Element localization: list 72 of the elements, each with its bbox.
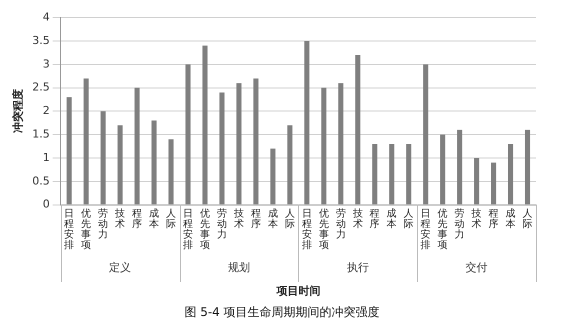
bar bbox=[202, 46, 208, 204]
text: 交付 bbox=[466, 260, 488, 274]
y-tick-label: 1.5 bbox=[32, 127, 50, 140]
x-tick-label: 成本 bbox=[506, 208, 516, 230]
y-tick-label: 1 bbox=[42, 150, 50, 164]
bar bbox=[287, 125, 292, 204]
bar bbox=[508, 144, 514, 204]
x-tick-label: 优先事项 bbox=[438, 208, 448, 252]
bar bbox=[66, 97, 72, 204]
x-tick-label: 成本 bbox=[149, 208, 160, 230]
text: 执行 bbox=[346, 260, 369, 274]
bar bbox=[84, 78, 89, 204]
x-tick-label: 人际 bbox=[522, 208, 533, 230]
bar bbox=[185, 64, 191, 204]
x-tick-label: 劳动力 bbox=[454, 208, 465, 241]
bar bbox=[118, 125, 123, 204]
x-tick-label: 技术 bbox=[232, 208, 244, 230]
bar bbox=[100, 111, 106, 204]
bar bbox=[423, 64, 428, 204]
x-tick-label: 日程安排 bbox=[302, 208, 312, 252]
x-tick-label: 人际 bbox=[166, 208, 176, 230]
y-tick-label: 2.5 bbox=[32, 80, 50, 94]
bar bbox=[253, 78, 258, 204]
x-axis-title: 项目时间 bbox=[275, 284, 320, 298]
text: 图 5-4 项目生命周期期间的冲突强度 bbox=[183, 304, 381, 321]
x-tick-label: 程序 bbox=[250, 208, 261, 230]
bar bbox=[321, 88, 326, 204]
x-tick-label: 优先事项 bbox=[318, 208, 329, 252]
bar bbox=[134, 88, 140, 204]
bar bbox=[440, 134, 446, 204]
x-tick-label: 劳动力 bbox=[98, 208, 108, 241]
bar bbox=[270, 148, 276, 204]
x-tick-label: 劳动力 bbox=[336, 208, 346, 241]
x-tick-label: 优先事项 bbox=[200, 208, 210, 252]
y-tick-label: 3 bbox=[42, 57, 50, 70]
bar bbox=[406, 144, 412, 204]
x-tick-label: 日程安排 bbox=[183, 208, 194, 252]
bar bbox=[457, 130, 462, 204]
y-axis-title: 冲突程度 bbox=[11, 89, 24, 134]
x-tick-label: 技术 bbox=[352, 208, 363, 230]
bar bbox=[236, 83, 242, 204]
bar bbox=[491, 162, 496, 204]
bar bbox=[219, 92, 225, 204]
bar bbox=[355, 55, 360, 204]
x-tick-label: 日程安排 bbox=[420, 208, 431, 252]
bar bbox=[168, 139, 174, 204]
bar bbox=[389, 144, 394, 204]
x-tick-label: 人际 bbox=[404, 208, 414, 230]
x-tick-label: 技术 bbox=[470, 208, 482, 230]
x-tick-label: 成本 bbox=[386, 208, 397, 230]
text: 规划 bbox=[228, 260, 250, 274]
x-tick-label: 技术 bbox=[114, 208, 126, 230]
x-tick-label: 人际 bbox=[284, 208, 295, 230]
x-tick-label: 成本 bbox=[268, 208, 278, 230]
bar bbox=[338, 83, 344, 204]
x-tick-label: 日程安排 bbox=[64, 208, 74, 252]
y-tick-label: 4 bbox=[42, 10, 50, 24]
bar bbox=[304, 41, 310, 204]
y-tick-label: 0.5 bbox=[32, 174, 50, 188]
x-tick-label: 程序 bbox=[132, 208, 142, 230]
bar bbox=[372, 144, 378, 204]
bar bbox=[152, 120, 157, 204]
x-tick-label: 程序 bbox=[370, 208, 380, 230]
text: 定义 bbox=[109, 260, 132, 274]
x-tick-label: 劳动力 bbox=[216, 208, 227, 241]
bar bbox=[524, 130, 530, 204]
y-tick-label: 0 bbox=[42, 198, 50, 211]
x-tick-label: 程序 bbox=[488, 208, 499, 230]
bar bbox=[474, 158, 480, 204]
y-tick-label: 3.5 bbox=[32, 34, 50, 47]
y-tick-label: 2 bbox=[42, 104, 50, 118]
x-tick-label: 优先事项 bbox=[81, 208, 92, 252]
